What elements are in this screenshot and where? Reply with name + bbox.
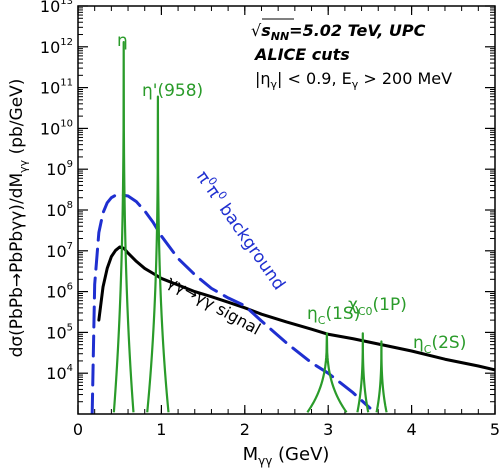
x-tick-label: 3 [323,420,333,439]
label-etaprime: η'(958) [142,81,203,101]
label-etac2s-sub: C [424,343,432,356]
label-chic0-sub: C0 [358,305,373,318]
y-tick-label: 1011 [40,78,73,98]
label-chic0: χC0(1P) [348,295,407,318]
label-chic0-state: (1P) [373,295,407,315]
label-chic0-main: χ [348,295,358,315]
annotation-acceptance-pre: |η [255,69,271,88]
label-etac2s-main: η [413,333,424,353]
y-tick-label: 106 [46,282,73,302]
y-tick-label: 109 [46,159,73,179]
y-axis-label-main: dσ(PbPb→PbPbγγ)/dM [7,173,27,358]
y-tick-label: 104 [46,363,73,383]
y-axis-label-sub: γγ [17,159,30,173]
chic0-peak [356,332,370,413]
y-tick-label: 1012 [40,37,73,57]
plot-frame [77,5,496,415]
etac1s-peak [306,332,348,413]
etaprime-peak [146,95,170,413]
annotation-cuts: ALICE cuts [253,45,350,64]
x-tick-label: 2 [240,420,250,439]
label-etac1s-sub: C [318,314,326,327]
x-tick-label: 1 [156,420,166,439]
label-etac1s: ηC(1S) [307,304,360,327]
x-axis-label: Mγγ (GeV) [243,444,330,468]
x-axis-label-unit: (GeV) [272,444,329,465]
label-etac2s-state: (2S) [431,333,466,353]
x-tick-label: 5 [490,420,500,439]
annotation-s: s [261,21,271,40]
label-etac2s: ηC(2S) [413,333,466,356]
y-tick-label: 105 [46,322,73,342]
y-tick-label: 1013 [40,0,73,16]
annotation-acceptance-post: > 200 MeV [358,69,452,88]
label-eta: η [117,31,128,51]
annotation-acceptance: |ηγ| < 0.9, Eγ > 200 MeV [255,69,452,91]
series-layer [90,41,495,414]
annotation-acceptance-sub1: γ [271,78,278,91]
signal-curve [97,245,495,372]
annotation-acceptance-sub2: γ [352,78,359,91]
annotation-energy: √sNN=5.02 TeV, UPC [251,21,426,43]
x-tick-label: 0 [73,420,83,439]
annotation-nn: NN [271,30,289,43]
annotation-acceptance-mid: | < 0.9, E [277,69,352,88]
label-etac1s-state: (1S) [325,304,360,324]
y-axis-label: dσ(PbPb→PbPbγγ)/dMγγ (pb/GeV) [7,79,30,358]
y-tick-label: 107 [46,241,73,261]
x-axis-label-main: M [243,444,259,465]
x-tick-label: 4 [407,420,417,439]
annotation-energy-rest: =5.02 TeV, UPC [289,21,425,40]
axes: 0 1 2 3 4 5 104 105 106 107 108 109 1010 1011 1012 1013 [40,0,500,439]
label-etac1s-main: η [307,304,318,324]
x-axis-label-sub: γγ [258,454,272,468]
label-background-text: background [212,196,289,294]
y-tick-label: 1010 [40,118,73,138]
etac2s-peak [375,340,388,413]
annotation-sqrt: √ [251,21,262,40]
eta-peak [112,41,135,413]
label-signal: γγ→γγ signal [164,272,264,339]
label-background: π0π0 background [192,166,291,294]
y-tick-label: 108 [46,200,73,220]
background-curve [90,192,372,414]
y-axis-label-unit: (pb/GeV) [7,79,27,160]
